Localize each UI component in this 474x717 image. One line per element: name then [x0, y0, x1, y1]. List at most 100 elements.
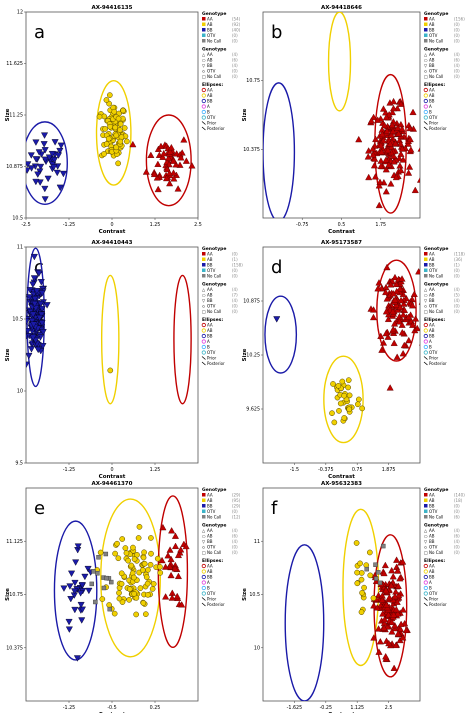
- legend-label: B: [207, 110, 210, 115]
- point-AA: [375, 201, 383, 209]
- point-AA: [392, 173, 400, 181]
- point-AA: [154, 185, 162, 193]
- legend-heading: Genotype: [424, 11, 448, 17]
- legend-label: No Call: [207, 309, 221, 314]
- point-AA: [182, 542, 190, 550]
- legend-label: OTV: [429, 115, 438, 120]
- point-AA: [380, 339, 388, 346]
- point-AA: [174, 185, 182, 192]
- point-AA: [153, 174, 161, 181]
- point-BB: [60, 585, 68, 592]
- point-AA: [399, 558, 407, 565]
- point-AA: [418, 302, 420, 305]
- point-AA: [394, 610, 402, 617]
- legend-ellipse-swatch: [423, 344, 428, 350]
- point-AB: [101, 151, 107, 157]
- point-BB: [50, 156, 59, 164]
- legend-symbol: □: [424, 309, 428, 314]
- point-NoCall: [104, 575, 109, 581]
- legend-label: AA: [207, 17, 213, 22]
- point-BB: [26, 161, 32, 168]
- x-tick-label: -1.25: [63, 222, 75, 228]
- point-AA: [355, 135, 363, 143]
- legend-symbol: ○: [424, 534, 428, 539]
- point-AB: [120, 107, 126, 114]
- legend-label: AA: [207, 287, 213, 292]
- point-AA: [388, 618, 396, 626]
- legend-heading: Genotype: [424, 246, 448, 252]
- legend-swatch: [424, 257, 428, 261]
- legend-ellipse-swatch: [201, 569, 206, 574]
- legend-label: No Call: [429, 309, 443, 314]
- x-tick-label: 0: [110, 222, 113, 228]
- point-AA: [386, 140, 394, 147]
- legend-label: AB: [429, 498, 435, 503]
- legend-count: (29): [232, 504, 241, 509]
- point-AA: [397, 100, 405, 107]
- legend-symbol: □: [424, 74, 428, 79]
- point-AB: [123, 550, 130, 556]
- point-AB: [118, 580, 125, 587]
- legend-swatch: [202, 515, 206, 519]
- ellipse-AB: [100, 274, 120, 405]
- point-BB: [67, 596, 75, 603]
- point-AB: [126, 586, 133, 592]
- legend-label: No Call: [207, 39, 221, 44]
- point-AA: [392, 641, 400, 649]
- point-AA: [162, 563, 170, 570]
- legend-symbol: ◇: [202, 545, 206, 550]
- legend-count: (0): [232, 274, 238, 279]
- legend-label: AA: [207, 493, 213, 498]
- legend-symbol: △: [202, 528, 206, 533]
- point-AA: [381, 615, 389, 623]
- point-AA: [384, 333, 392, 340]
- legend-heading: Ellipses:: [424, 317, 445, 323]
- y-tick-label: 10.875: [6, 164, 23, 170]
- legend-label: AA: [207, 323, 213, 328]
- legend-heading: Genotype: [202, 47, 226, 53]
- plot-area: [53, 495, 190, 662]
- legend-symbol: ○: [424, 58, 428, 63]
- point-NoCall: [373, 562, 378, 567]
- legend-label: AA: [207, 564, 213, 569]
- legend-ellipse-swatch: [201, 87, 206, 93]
- x-tick-label: 0: [110, 467, 113, 473]
- point-AA: [382, 652, 390, 660]
- legend-count: (6): [454, 534, 460, 539]
- legend-symbol: ▽: [424, 63, 428, 68]
- legend-label: AA: [207, 252, 213, 257]
- point-AA: [173, 592, 181, 600]
- point-NoCall: [93, 599, 98, 605]
- plot-area: [264, 259, 420, 444]
- legend-count: (4): [232, 52, 238, 57]
- point-AB: [354, 569, 360, 576]
- point-AA: [155, 151, 163, 158]
- point-AB: [117, 127, 123, 133]
- legend-swatch: [202, 498, 206, 502]
- legend-label: No Call: [429, 74, 443, 79]
- point-AB: [130, 544, 136, 551]
- point-AA: [386, 384, 394, 391]
- legend-label: AB: [429, 22, 435, 27]
- point-AB: [135, 535, 142, 541]
- point-AA: [399, 311, 407, 318]
- x-tick-label: -1.625: [287, 705, 302, 711]
- point-AB: [355, 396, 362, 403]
- point-AA: [166, 179, 174, 187]
- point-AB: [105, 135, 112, 142]
- point-BB: [71, 606, 79, 614]
- point-BB: [29, 334, 37, 341]
- point-AA: [375, 648, 383, 655]
- legend-count: (7): [232, 293, 238, 298]
- point-AA: [168, 527, 176, 534]
- point-AB: [359, 405, 366, 412]
- point-AA: [174, 572, 182, 580]
- point-AA: [398, 125, 406, 132]
- legend-count: (29): [232, 493, 241, 498]
- legend-label: OTV: [429, 545, 438, 550]
- point-AA: [391, 296, 399, 303]
- legend-label: AB: [429, 93, 435, 98]
- legend-label: AB: [429, 257, 435, 262]
- legend-label: OTV: [207, 115, 216, 120]
